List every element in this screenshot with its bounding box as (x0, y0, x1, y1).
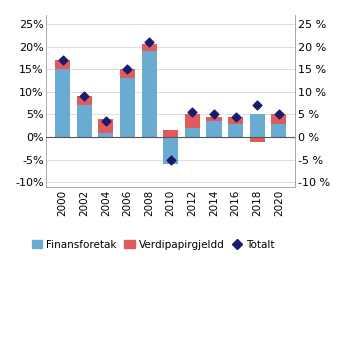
Bar (206, 121, 221, 137)
Bar (55, 69, 70, 137)
Bar (185, 128, 200, 137)
Bar (77, 97, 92, 105)
Point (81, 94, 87, 99)
Bar (163, 130, 178, 137)
Bar (228, 117, 243, 123)
Point (190, 109, 195, 115)
Point (146, 40, 152, 45)
Bar (163, 137, 178, 164)
Bar (120, 78, 135, 137)
Bar (185, 115, 200, 128)
Legend: Finansforetak, Verdipapirgjeldd, Totalt: Finansforetak, Verdipapirgjeldd, Totalt (28, 235, 279, 254)
Point (168, 157, 174, 162)
Bar (228, 123, 243, 137)
Bar (141, 51, 157, 137)
Point (211, 112, 217, 117)
Bar (77, 105, 92, 137)
Point (233, 114, 238, 119)
Bar (120, 69, 135, 78)
Point (255, 103, 260, 108)
Point (103, 119, 109, 124)
Bar (206, 117, 221, 121)
Bar (98, 133, 114, 137)
Bar (250, 115, 265, 137)
Bar (55, 60, 70, 69)
Bar (271, 123, 286, 137)
Bar (271, 115, 286, 123)
Bar (250, 137, 265, 142)
Point (125, 66, 130, 72)
Point (60, 58, 66, 63)
Bar (141, 44, 157, 51)
Point (276, 112, 282, 117)
Bar (98, 119, 114, 133)
